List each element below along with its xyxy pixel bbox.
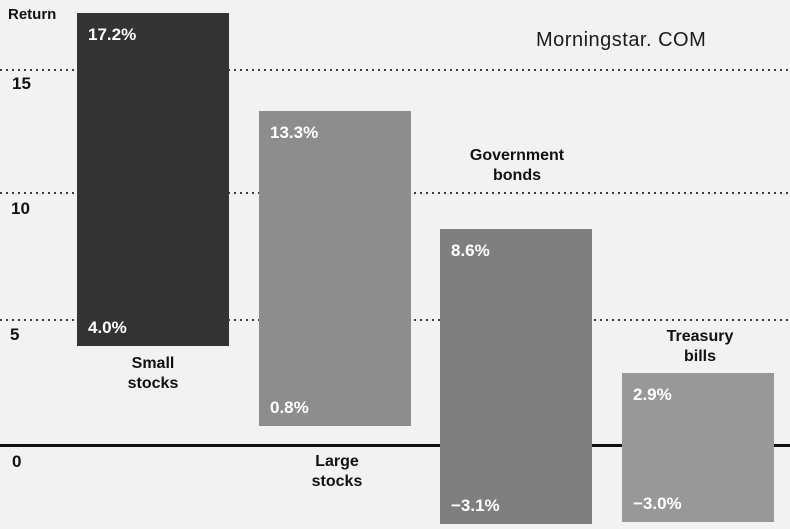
category-label-line: bills: [683, 348, 716, 365]
watermark-morningstar: Morningstar. COM: [536, 29, 707, 51]
bar-treasury-bills: 2.9% −3.0%: [622, 373, 774, 522]
category-label-line: Small: [131, 355, 175, 372]
y-tick-10: 10: [11, 199, 30, 218]
range-high-label: 17.2%: [88, 25, 137, 44]
range-high-label: 8.6%: [451, 241, 490, 260]
bar-government-bonds: 8.6% −3.1%: [440, 229, 592, 524]
range-low-label: 0.8%: [270, 398, 309, 417]
gridline-15: [0, 69, 790, 71]
category-label-government-bonds: Government bonds: [447, 146, 587, 186]
category-label-treasury-bills: Treasury bills: [630, 327, 770, 367]
category-label-line: Large: [315, 453, 359, 470]
category-label-line: Government: [469, 147, 565, 164]
y-axis-title: Return: [8, 6, 57, 23]
bar-small-stocks: 17.2% 4.0%: [77, 13, 229, 346]
range-high-label: 13.3%: [270, 123, 319, 142]
y-tick-5: 5: [10, 325, 20, 344]
category-label-line: stocks: [127, 375, 179, 392]
bar-large-stocks: 13.3% 0.8%: [259, 111, 411, 426]
range-low-label: −3.0%: [633, 494, 682, 513]
range-low-label: 4.0%: [88, 318, 127, 337]
category-label-line: Treasury: [666, 328, 734, 345]
category-label-large-stocks: Large stocks: [267, 452, 407, 492]
y-tick-0: 0: [12, 452, 22, 471]
category-label-small-stocks: Small stocks: [83, 354, 223, 394]
range-high-label: 2.9%: [633, 385, 672, 404]
range-low-label: −3.1%: [451, 496, 500, 515]
category-label-line: bonds: [493, 167, 541, 184]
y-tick-15: 15: [12, 74, 31, 93]
x-axis-zero-line: [0, 444, 790, 447]
category-label-line: stocks: [311, 473, 363, 490]
